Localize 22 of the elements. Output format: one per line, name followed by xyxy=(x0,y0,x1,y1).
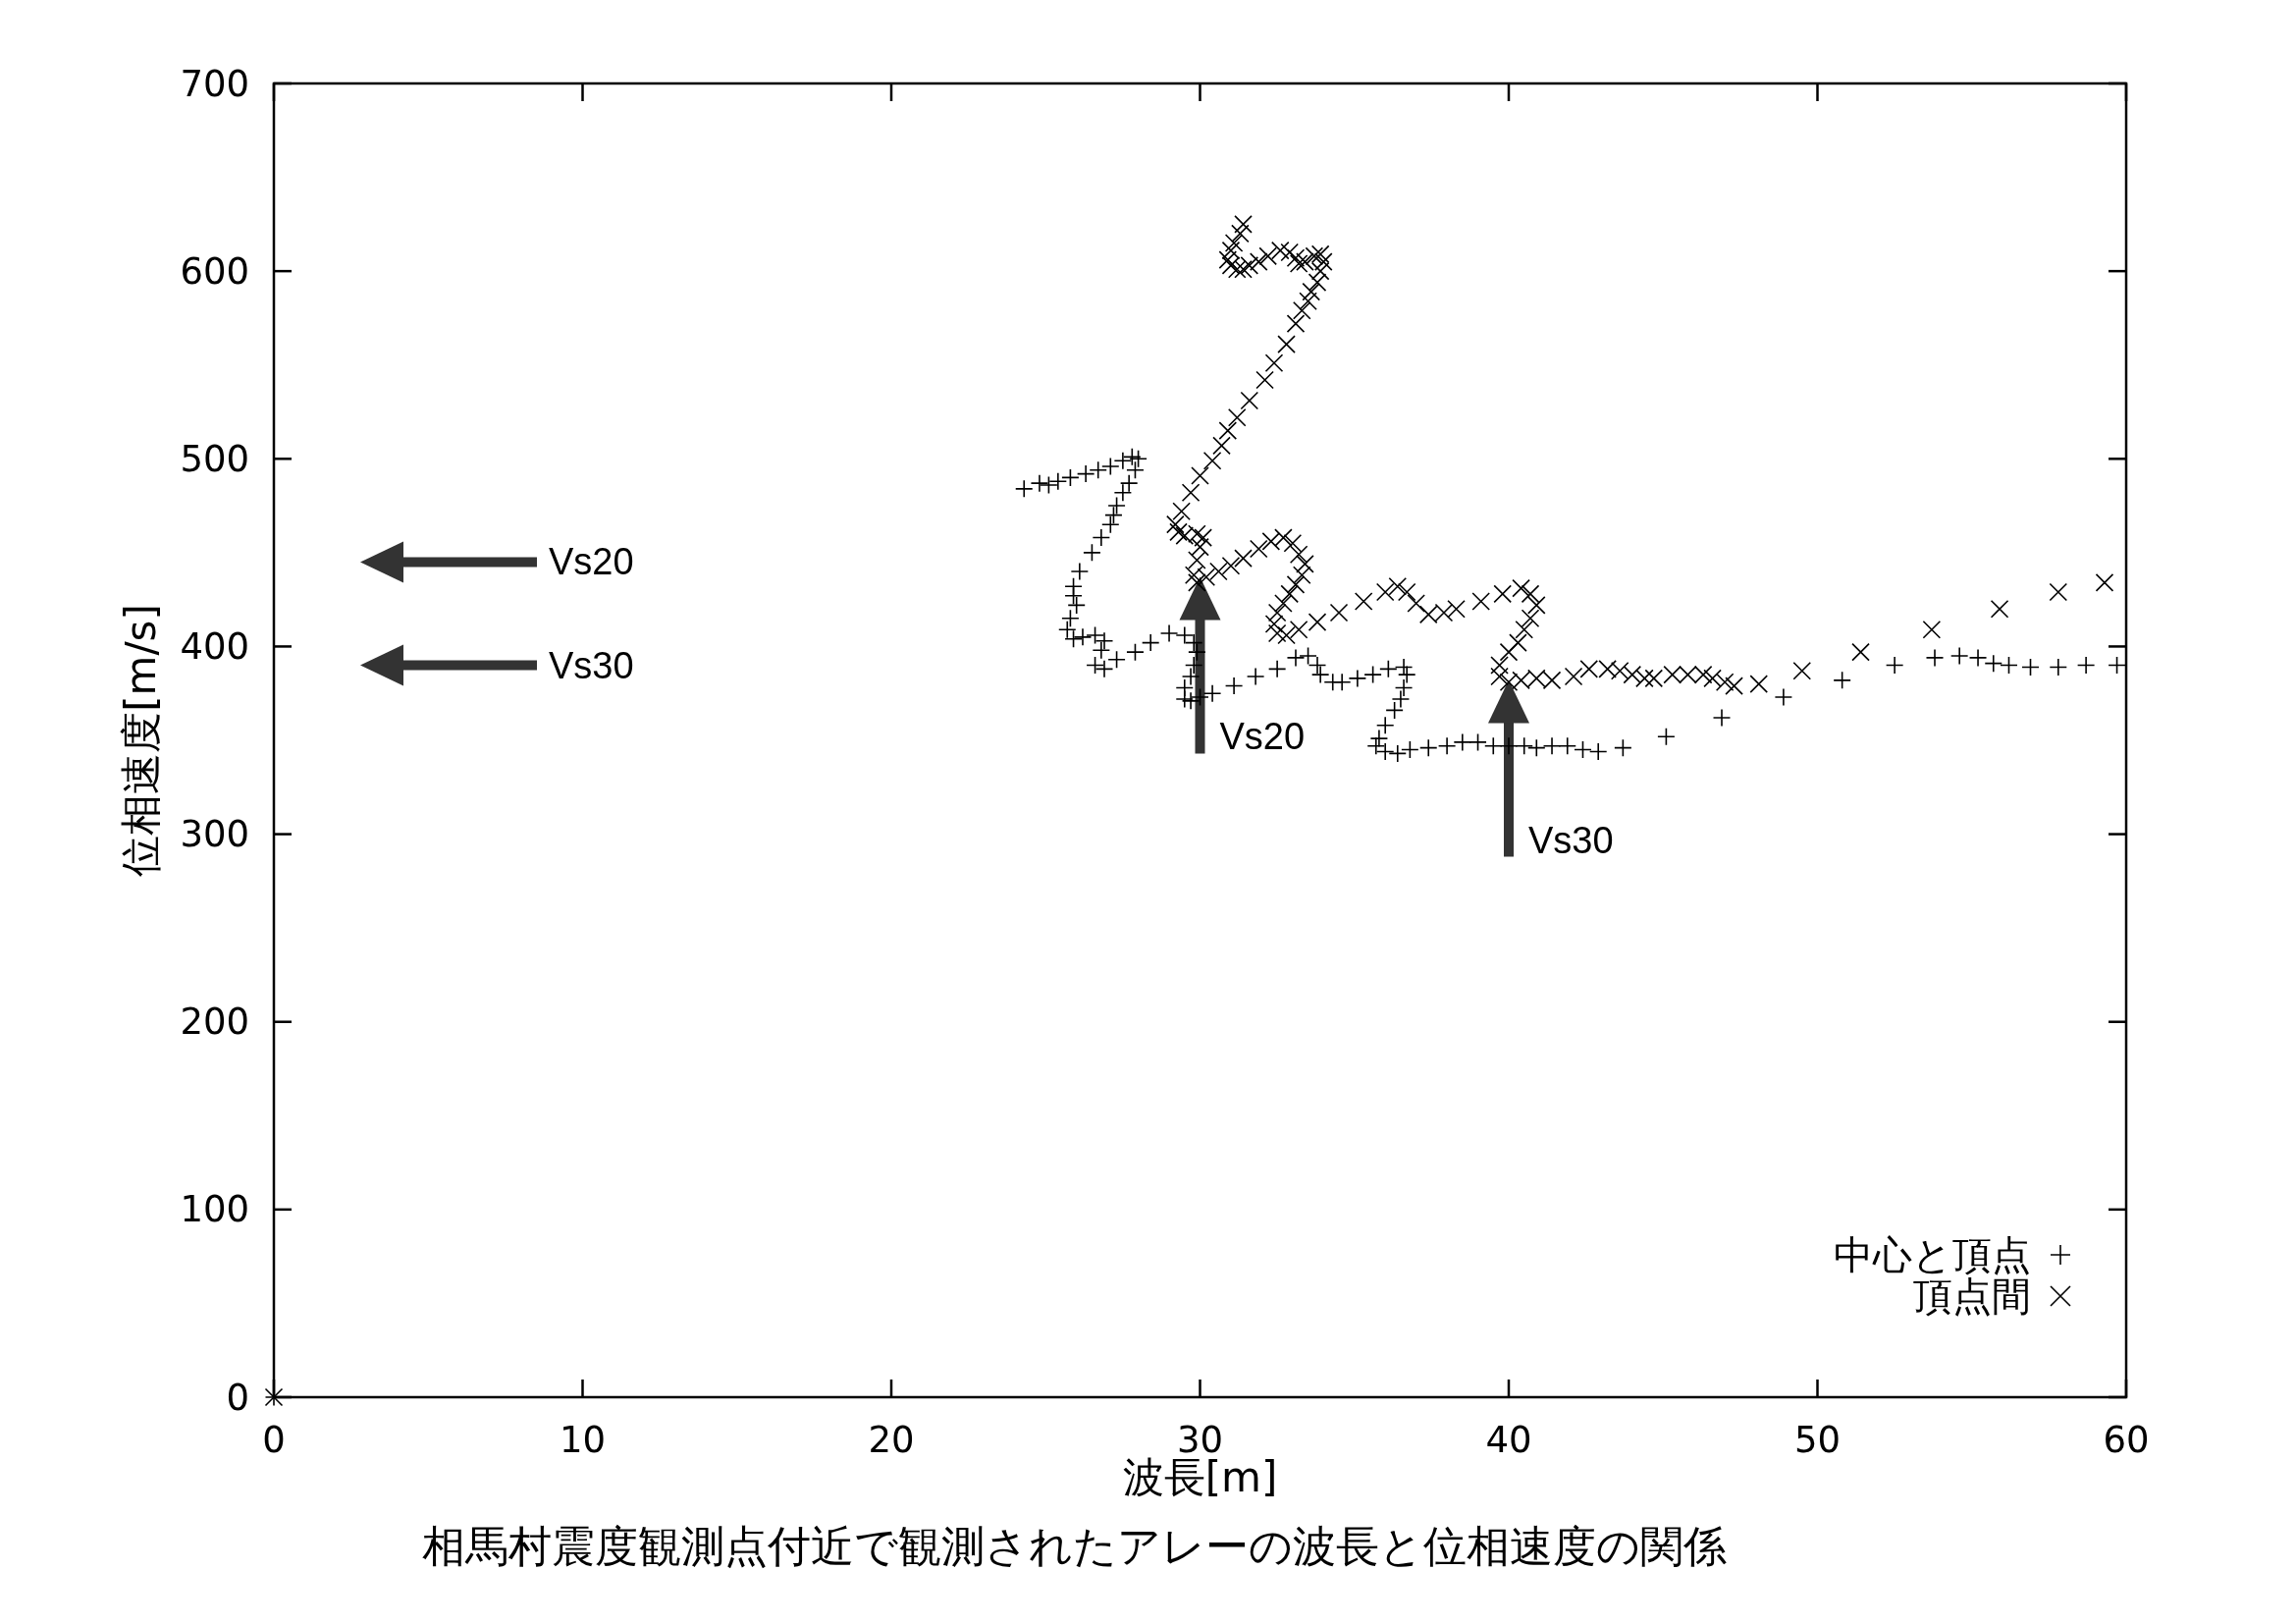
y-tick-label: 600 xyxy=(180,249,249,293)
y-tick-label: 200 xyxy=(180,1001,249,1044)
y-tick-label: 0 xyxy=(226,1376,249,1419)
y-tick-label: 400 xyxy=(180,624,249,668)
y-tick-label: 700 xyxy=(180,62,249,105)
ref-line-label: Vs30 xyxy=(1528,819,1614,861)
y-tick-label: 300 xyxy=(180,813,249,856)
x-axis-title: 波長[m] xyxy=(1122,1452,1278,1501)
y-axis-title: 位相速度[m/s] xyxy=(116,604,165,877)
x-tick-label: 40 xyxy=(1485,1418,1532,1461)
x-tick-label: 0 xyxy=(262,1418,286,1461)
x-tick-label: 20 xyxy=(868,1418,915,1461)
x-tick-label: 10 xyxy=(559,1418,607,1461)
ref-line-label: Vs30 xyxy=(549,644,634,686)
ref-line-label: Vs20 xyxy=(1219,716,1306,758)
x-tick-label: 50 xyxy=(1793,1418,1842,1461)
ref-line-label: Vs20 xyxy=(549,541,634,583)
x-tick-label: 60 xyxy=(2103,1418,2150,1461)
y-tick-label: 500 xyxy=(180,437,249,480)
text: 相馬村震度観測点付近で観測されたアレーの波長と位相速度の関係 xyxy=(421,1520,1727,1571)
legend-label: 中心と頂点 xyxy=(1834,1232,2031,1277)
y-tick-label: 100 xyxy=(180,1188,249,1231)
